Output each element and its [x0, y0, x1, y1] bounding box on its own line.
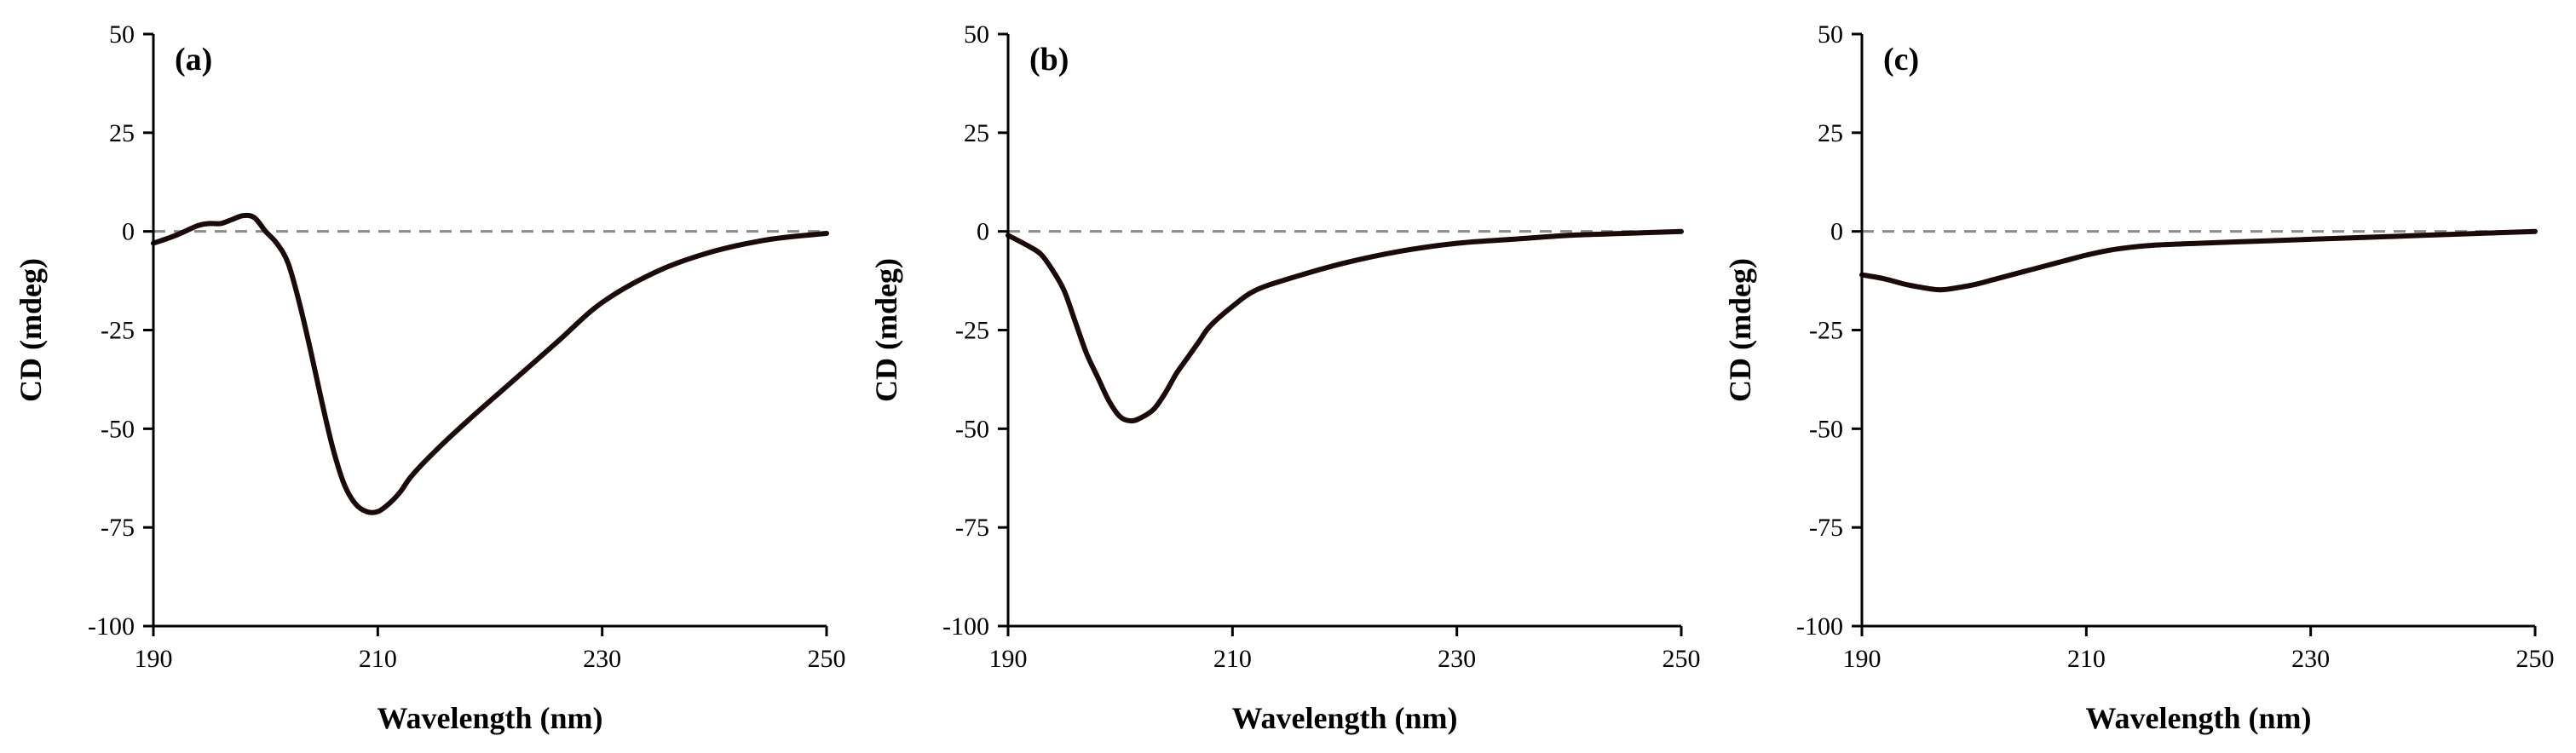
y-tick-label: 50	[109, 20, 135, 49]
x-tick-label: 190	[989, 645, 1028, 673]
y-tick-label: -75	[955, 514, 989, 542]
x-tick-label: 230	[583, 645, 621, 673]
y-ticks: 50 25 0 -25 -50 -75 -100	[1796, 20, 1862, 641]
y-tick-label: 50	[1818, 20, 1843, 49]
y-tick-label: -75	[101, 514, 135, 542]
y-tick-label: -50	[101, 415, 135, 443]
x-tick-label: 190	[135, 645, 173, 673]
y-axis-title: CD (mdeg)	[869, 258, 903, 402]
y-tick-label: -75	[1809, 514, 1843, 542]
x-tick-label: 190	[1843, 645, 1882, 673]
x-axis-title: Wavelength (nm)	[377, 701, 603, 735]
y-ticks: 50 25 0 -25 -50 -75 -100	[88, 20, 153, 641]
y-tick-label: 0	[122, 218, 135, 246]
x-tick-label: 210	[359, 645, 397, 673]
y-tick-label: 25	[964, 119, 989, 147]
panel-label: (b)	[1029, 42, 1069, 78]
panel-label: (c)	[1883, 42, 1919, 78]
x-axis-title: Wavelength (nm)	[2086, 701, 2312, 735]
y-tick-label: -100	[88, 612, 135, 641]
cd-curve	[151, 212, 829, 515]
x-tick-label: 210	[2067, 645, 2106, 673]
x-ticks: 190 210 230 250	[1843, 626, 2555, 673]
x-ticks: 190 210 230 250	[135, 626, 846, 673]
x-tick-label: 250	[808, 645, 846, 673]
panel-label: (a)	[175, 42, 212, 78]
x-tick-label: 250	[1663, 645, 1701, 673]
x-tick-label: 250	[2516, 645, 2555, 673]
y-ticks: 50 25 0 -25 -50 -75 -100	[942, 20, 1008, 641]
y-tick-label: 25	[109, 119, 135, 147]
y-tick-label: 0	[977, 218, 989, 246]
x-tick-label: 230	[2291, 645, 2330, 673]
cd-curve	[1006, 228, 1684, 424]
y-tick-label: -100	[1796, 612, 1843, 641]
x-axis-title: Wavelength (nm)	[1232, 701, 1458, 735]
y-tick-label: 25	[1818, 119, 1843, 147]
x-tick-label: 230	[1438, 645, 1476, 673]
y-tick-label: -25	[955, 317, 989, 345]
x-tick-label: 210	[1213, 645, 1252, 673]
y-axis-title: CD (mdeg)	[14, 258, 48, 402]
y-tick-label: 0	[1830, 218, 1843, 246]
x-ticks: 190 210 230 250	[989, 626, 1701, 673]
y-tick-label: -25	[101, 317, 135, 345]
y-tick-label: 50	[964, 20, 989, 49]
y-tick-label: -100	[942, 612, 989, 641]
y-tick-label: -50	[955, 415, 989, 443]
y-axis-title: CD (mdeg)	[1723, 258, 1757, 402]
y-tick-label: -25	[1809, 317, 1843, 345]
y-tick-label: -50	[1809, 415, 1843, 443]
cd-curve	[1859, 228, 2538, 293]
